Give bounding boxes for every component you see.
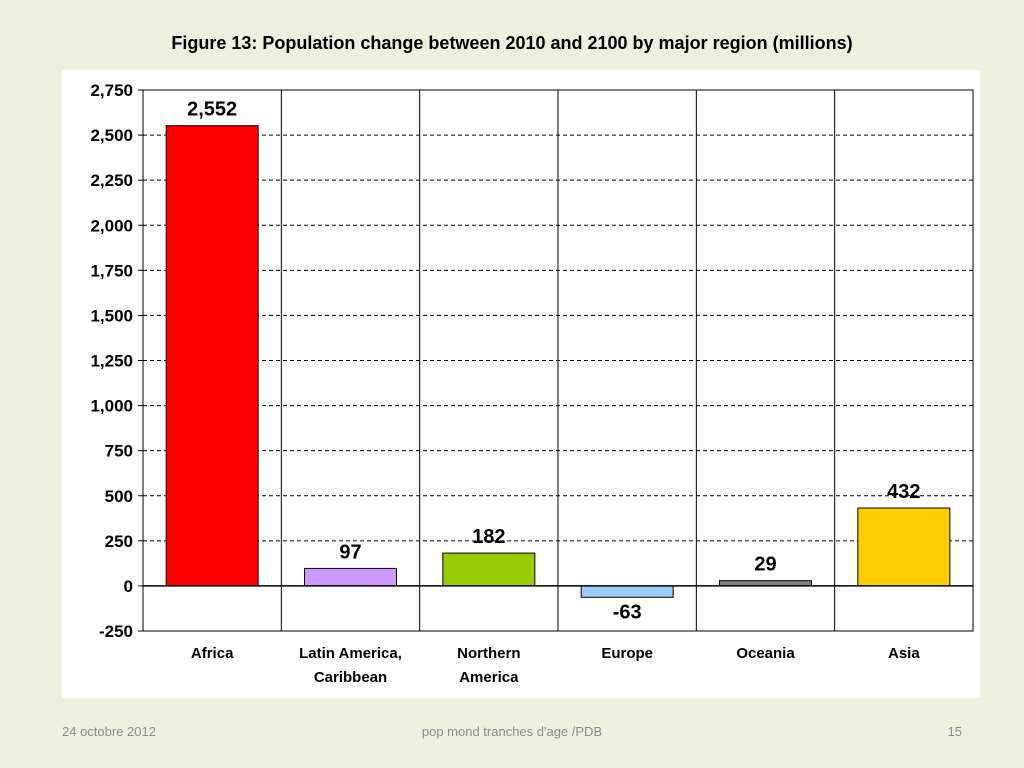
plot-frame [142,89,974,632]
y-tick-label: 500 [105,487,133,506]
category-label: Europe [601,645,653,662]
bar [442,552,536,587]
y-tick-label: 2,000 [90,216,133,235]
y-tick-label: 2,750 [90,81,133,100]
data-label: 182 [472,526,505,548]
data-label: 97 [339,541,361,563]
y-tick-label: 1,000 [90,397,133,416]
page-number: 15 [947,724,962,739]
bar-chart: -250 0 250 500 750 1,000 1,250 1,500 1,750 2,000 2… [90,81,974,686]
bar [304,567,397,587]
bar [165,125,259,587]
chart-panel: -250 0 250 500 750 1,000 1,250 1,500 1,750 2,000 2… [62,70,980,698]
data-label: -63 [613,601,642,623]
data-label: 432 [887,481,920,503]
y-tick-label: -250 [99,622,133,641]
bar [857,507,951,587]
footer-center-text: pop mond tranches d'age /PDB [421,724,603,739]
data-label: 29 [754,554,776,576]
y-tick-label: 750 [105,442,133,461]
category-label: Latin America, [299,645,402,662]
category-label: Asia [888,645,920,662]
footer-date: 24 octobre 2012 [62,724,156,739]
category-label: Africa [191,645,234,662]
category-label: Oceania [736,645,795,662]
y-tick-label: 1,750 [90,261,133,280]
y-tick-label: 2,500 [90,126,133,145]
y-tick-label: 2,250 [90,171,133,190]
y-tick-label: 0 [124,577,133,596]
data-label: 2,552 [187,99,237,121]
y-tick-label: 250 [105,532,133,551]
category-label: America [459,669,519,686]
category-label: Caribbean [314,669,387,686]
y-tick-label: 1,500 [90,306,133,325]
category-label: Northern [457,645,520,662]
y-tick-label: 1,250 [90,352,133,371]
bar [580,585,674,598]
bar [719,580,812,587]
slide-title: Figure 13: Population change between 201… [171,33,853,53]
